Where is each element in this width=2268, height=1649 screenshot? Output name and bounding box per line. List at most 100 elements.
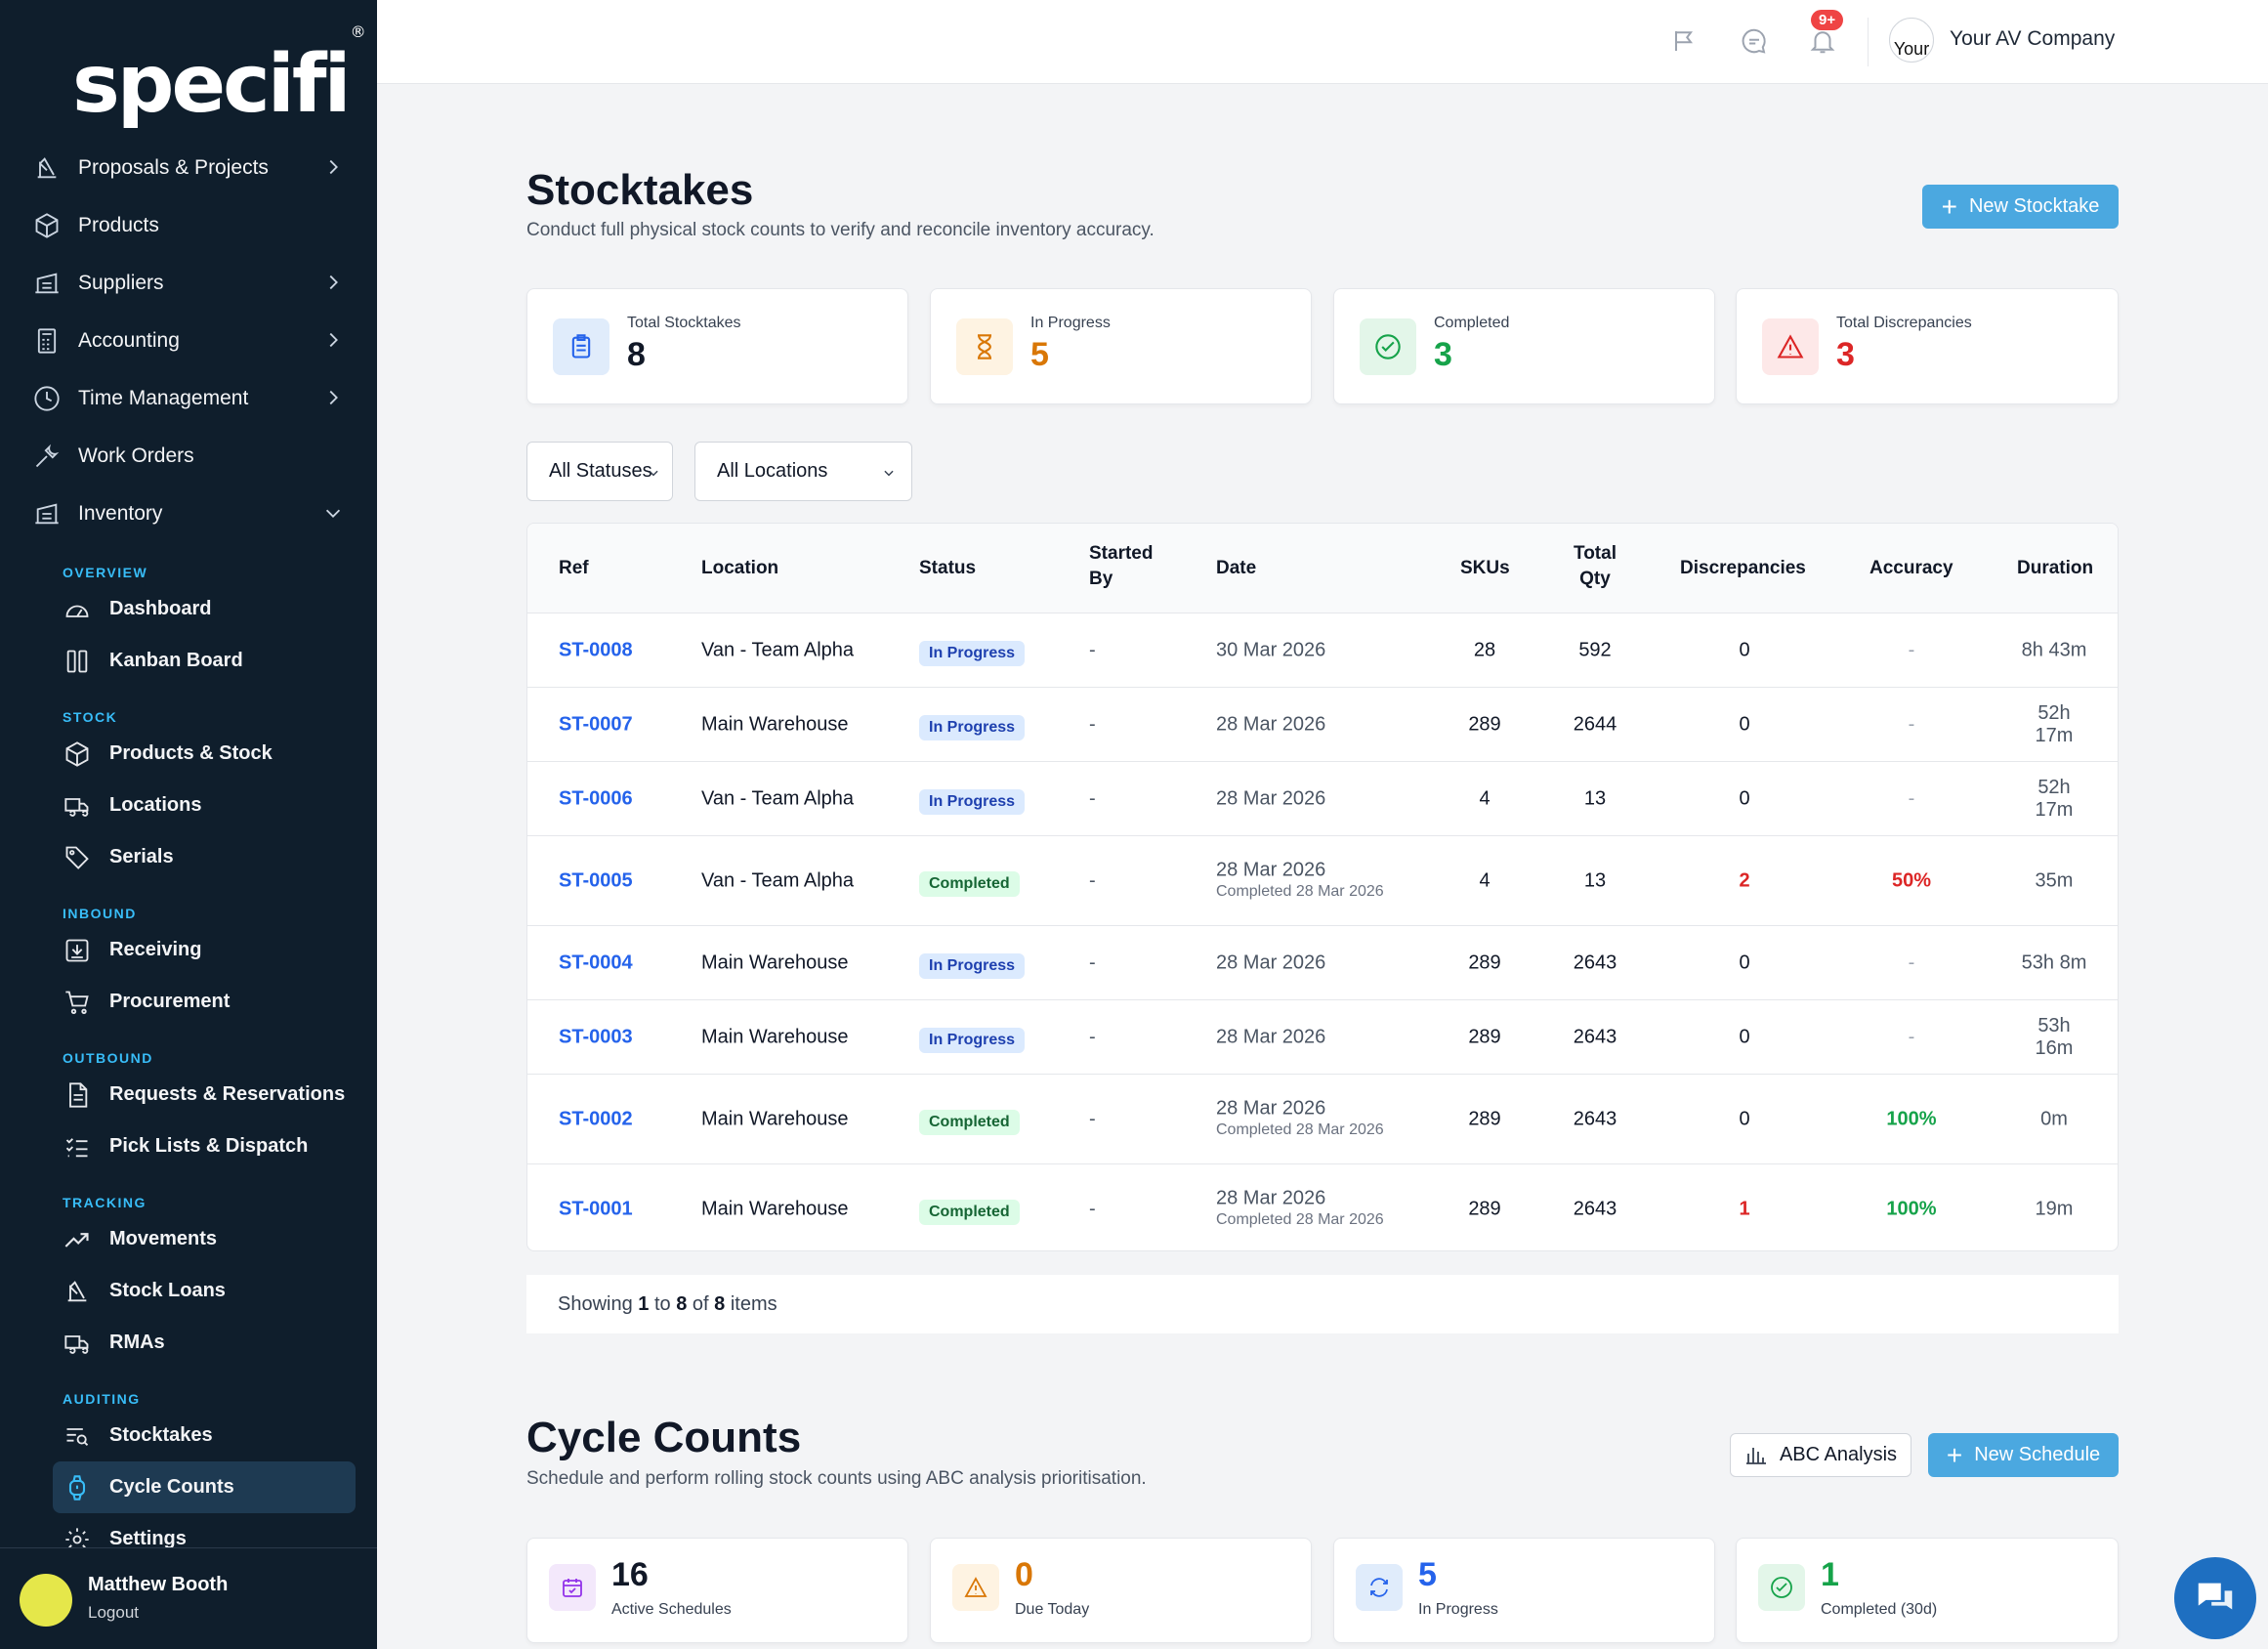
user-avatar[interactable] bbox=[20, 1574, 72, 1627]
nav-suppliers[interactable]: Suppliers bbox=[0, 254, 377, 312]
date-cell: 28 Mar 2026 bbox=[1216, 859, 1326, 881]
sidebar-item-movements[interactable]: Movements bbox=[0, 1213, 377, 1265]
nav-inventory[interactable]: Inventory bbox=[0, 485, 377, 542]
abc-analysis-button[interactable]: ABC Analysis bbox=[1730, 1433, 1911, 1477]
new-schedule-label: New Schedule bbox=[1974, 1444, 2101, 1465]
col-discrepancies[interactable]: Discrepancies bbox=[1680, 558, 1806, 578]
sidebar-item-dashboard[interactable]: Dashboard bbox=[0, 583, 377, 635]
discrepancies-cell: 0 bbox=[1739, 1108, 1750, 1130]
col-skus[interactable]: SKUs bbox=[1460, 558, 1510, 578]
stocktake-ref-link[interactable]: ST-0005 bbox=[559, 869, 633, 892]
sidebar-item-products-stock[interactable]: Products & Stock bbox=[0, 728, 377, 780]
sidebar-item-kanban[interactable]: Kanban Board bbox=[0, 635, 377, 687]
table-row[interactable]: ST-0004 Main Warehouse In Progress - 28 Mar … bbox=[527, 926, 2118, 1000]
sidebar-item-rmas[interactable]: RMAs bbox=[0, 1317, 377, 1369]
stat-label: Completed (30d) bbox=[1821, 1601, 1938, 1618]
stocktake-ref-link[interactable]: ST-0002 bbox=[559, 1108, 633, 1130]
col-duration[interactable]: Duration bbox=[2017, 558, 2094, 578]
nav-work-orders[interactable]: Work Orders bbox=[0, 427, 377, 485]
stat-card-total-discrepancies: Total Discrepancies 3 bbox=[1736, 288, 2119, 404]
duration-cell: 53h 8m bbox=[2021, 951, 2087, 974]
sidebar-item-stock-loans[interactable]: Stock Loans bbox=[0, 1265, 377, 1317]
discrepancies-cell: 0 bbox=[1739, 1026, 1750, 1048]
col-started-by[interactable]: Started By bbox=[1089, 541, 1153, 592]
nav-proposals-projects[interactable]: Proposals & Projects bbox=[0, 139, 377, 196]
stocktake-ref-link[interactable]: ST-0004 bbox=[559, 951, 633, 974]
col-accuracy[interactable]: Accuracy bbox=[1869, 558, 1953, 578]
company-avatar[interactable]: Your bbox=[1889, 18, 1934, 63]
duration-cell: 53h 16m bbox=[2035, 1015, 2074, 1059]
sidebar-item-picklists[interactable]: Pick Lists & Dispatch bbox=[0, 1120, 377, 1172]
chat-bubble-icon[interactable] bbox=[1737, 23, 1772, 59]
user-name: Matthew Booth bbox=[88, 1574, 229, 1595]
table-row[interactable]: ST-0002 Main Warehouse Completed - 28 Mar 20… bbox=[527, 1075, 2118, 1164]
nav-accounting[interactable]: Accounting bbox=[0, 312, 377, 369]
table-row[interactable]: ST-0006 Van - Team Alpha In Progress - 28 Ma… bbox=[527, 762, 2118, 836]
col-ref[interactable]: Ref bbox=[559, 558, 589, 578]
location-filter-select[interactable]: All Locations bbox=[694, 442, 912, 501]
nav-time-management[interactable]: Time Management bbox=[0, 369, 377, 427]
logout-link[interactable]: Logout bbox=[88, 1603, 139, 1622]
wrench-icon bbox=[31, 441, 63, 472]
registered-mark: ® bbox=[350, 21, 366, 41]
col-location[interactable]: Location bbox=[701, 558, 779, 578]
new-schedule-button[interactable]: + New Schedule bbox=[1928, 1433, 2119, 1477]
table-row[interactable]: ST-0007 Main Warehouse In Progress - 28 Mar … bbox=[527, 688, 2118, 762]
sidebar-item-requests[interactable]: Requests & Reservations bbox=[0, 1069, 377, 1120]
pagination-summary: Showing 1 to 8 of 8 items bbox=[526, 1275, 2119, 1333]
sidebar: specifi® Proposals & Projects Products S… bbox=[0, 0, 377, 1649]
drafting-icon bbox=[31, 152, 63, 184]
specifi-logo[interactable]: specifi® bbox=[72, 23, 366, 125]
location-cell: Van - Team Alpha bbox=[701, 869, 855, 892]
col-status[interactable]: Status bbox=[919, 558, 977, 578]
stocktake-ref-link[interactable]: ST-0001 bbox=[559, 1198, 633, 1220]
nav-products[interactable]: Products bbox=[0, 196, 377, 254]
sidebar-item-label: Receiving bbox=[109, 939, 202, 960]
sidebar-item-label: Pick Lists & Dispatch bbox=[109, 1135, 309, 1157]
sidebar-item-procurement[interactable]: Procurement bbox=[0, 976, 377, 1028]
location-cell: Main Warehouse bbox=[701, 1108, 849, 1130]
stocktake-ref-link[interactable]: ST-0003 bbox=[559, 1026, 633, 1048]
chevron-down-icon bbox=[884, 470, 894, 477]
table-row[interactable]: ST-0008 Van - Team Alpha In Progress - 30 Ma… bbox=[527, 613, 2118, 688]
bell-icon[interactable] bbox=[1805, 23, 1840, 59]
skus-cell: 289 bbox=[1468, 1108, 1501, 1130]
accuracy-cell: - bbox=[1908, 787, 1915, 810]
pager-from: 1 bbox=[638, 1293, 650, 1315]
calendar-check-icon bbox=[549, 1564, 596, 1611]
sidebar-item-settings[interactable]: Settings bbox=[0, 1513, 377, 1565]
location-cell: Van - Team Alpha bbox=[701, 639, 855, 661]
duration-cell: 52h 17m bbox=[2035, 777, 2074, 821]
duration-cell: 52h 17m bbox=[2035, 702, 2074, 746]
announcement-icon[interactable] bbox=[1668, 23, 1703, 59]
sidebar-item-label: Products & Stock bbox=[109, 742, 273, 764]
date-cell: 30 Mar 2026 bbox=[1216, 639, 1326, 661]
company-name[interactable]: Your AV Company bbox=[1950, 27, 2116, 50]
accuracy-cell: - bbox=[1908, 713, 1915, 736]
table-row[interactable]: ST-0005 Van - Team Alpha Completed - 28 Mar … bbox=[527, 836, 2118, 926]
chevron-right-icon bbox=[329, 332, 338, 348]
sidebar-item-stocktakes[interactable]: Stocktakes bbox=[0, 1410, 377, 1461]
table-row[interactable]: ST-0003 Main Warehouse In Progress - 28 Mar … bbox=[527, 1000, 2118, 1075]
stat-value: 16 bbox=[611, 1556, 649, 1593]
col-date[interactable]: Date bbox=[1216, 558, 1257, 578]
stocktake-ref-link[interactable]: ST-0006 bbox=[559, 787, 633, 810]
sidebar-item-label: Dashboard bbox=[109, 598, 212, 619]
check-circle-icon bbox=[1758, 1564, 1805, 1611]
live-chat-button[interactable] bbox=[2174, 1557, 2256, 1639]
sidebar-user-footer: Matthew Booth Logout bbox=[0, 1547, 377, 1649]
stat-card-cc-in-progress: 5 In Progress bbox=[1333, 1538, 1715, 1643]
table-row[interactable]: ST-0001 Main Warehouse Completed - 28 Mar 20… bbox=[527, 1164, 2118, 1250]
sidebar-item-serials[interactable]: Serials bbox=[0, 831, 377, 883]
status-filter-select[interactable]: All Statuses bbox=[526, 442, 673, 501]
logo-text: specifi bbox=[72, 38, 352, 131]
col-total-qty[interactable]: Total Qty bbox=[1574, 541, 1617, 592]
stocktake-ref-link[interactable]: ST-0007 bbox=[559, 713, 633, 736]
sidebar-item-locations[interactable]: Locations bbox=[0, 780, 377, 831]
new-stocktake-button[interactable]: + New Stocktake bbox=[1922, 185, 2119, 229]
sidebar-item-receiving[interactable]: Receiving bbox=[0, 924, 377, 976]
stocktake-ref-link[interactable]: ST-0008 bbox=[559, 639, 633, 661]
sidebar-item-cycle-counts[interactable]: Cycle Counts bbox=[53, 1461, 356, 1513]
check-circle-icon bbox=[1360, 318, 1416, 375]
stat-label: In Progress bbox=[1418, 1601, 1498, 1618]
